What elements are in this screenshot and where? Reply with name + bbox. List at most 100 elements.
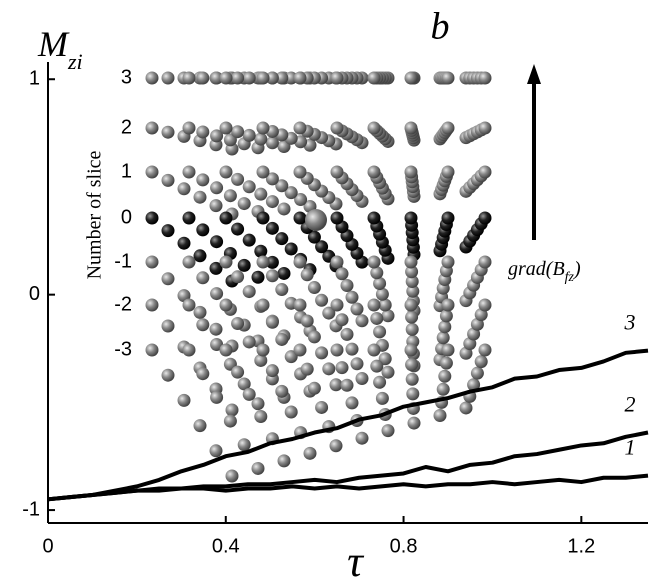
lattice-sphere bbox=[242, 233, 256, 247]
lattice-sphere bbox=[307, 381, 321, 395]
lattice-sphere bbox=[330, 211, 344, 225]
lattice-sphere bbox=[196, 367, 210, 381]
lattice-sphere bbox=[441, 71, 455, 85]
lattice-sphere bbox=[223, 414, 237, 428]
lattice-sphere bbox=[251, 397, 265, 411]
lattice-sphere bbox=[405, 274, 419, 288]
lattice-sphere bbox=[293, 121, 307, 135]
inset-y-label: Number of slice bbox=[84, 150, 106, 279]
arrow-label: grad(Bfz) bbox=[508, 258, 581, 286]
lattice-sphere bbox=[242, 335, 256, 349]
lattice-sphere bbox=[293, 211, 307, 225]
lattice-sphere bbox=[340, 279, 354, 293]
lattice-sphere bbox=[330, 255, 344, 269]
lattice-sphere bbox=[404, 298, 418, 312]
arrow-label-main: grad(B bbox=[508, 258, 565, 280]
lattice-sphere bbox=[322, 362, 336, 376]
lattice-sphere bbox=[404, 71, 418, 85]
lattice-sphere bbox=[209, 261, 223, 275]
lattice-sphere bbox=[330, 121, 344, 135]
lattice-sphere bbox=[315, 240, 329, 254]
lattice-sphere bbox=[265, 136, 279, 150]
lattice-sphere bbox=[196, 71, 210, 85]
lattice-sphere bbox=[182, 121, 196, 135]
lattice-sphere bbox=[370, 359, 384, 373]
lattice-sphere bbox=[237, 197, 251, 211]
y-tick-label: -1 bbox=[22, 498, 40, 520]
lattice-sphere bbox=[303, 446, 317, 460]
lattice-sphere bbox=[375, 391, 389, 405]
lattice-sphere bbox=[467, 378, 481, 392]
lattice-sphere bbox=[433, 409, 447, 423]
lattice-sphere bbox=[254, 187, 268, 201]
lattice-sphere bbox=[256, 211, 270, 225]
lattice-sphere bbox=[367, 121, 381, 135]
series-label: 2 bbox=[625, 392, 636, 417]
lattice-sphere bbox=[231, 172, 245, 186]
lattice-sphere bbox=[459, 401, 473, 415]
lattice-sphere bbox=[373, 277, 387, 291]
y-axis-label: Mzi bbox=[37, 24, 83, 74]
lattice-sphere bbox=[345, 342, 359, 356]
lattice-sphere bbox=[407, 416, 421, 430]
lattice-sphere bbox=[345, 396, 359, 410]
lattice-sphere bbox=[277, 202, 291, 216]
lattice-sphere bbox=[219, 121, 233, 135]
lattice-sphere bbox=[265, 315, 279, 329]
lattice-sphere bbox=[275, 71, 289, 85]
lattice-sphere bbox=[275, 179, 289, 193]
lattice-sphere bbox=[219, 298, 233, 312]
lattice-sphere bbox=[275, 384, 289, 398]
lattice-sphere bbox=[182, 255, 196, 269]
lattice-sphere bbox=[209, 199, 223, 213]
lattice-sphere bbox=[254, 410, 268, 424]
lattice-sphere bbox=[265, 255, 279, 269]
lattice-sphere bbox=[219, 343, 233, 357]
lattice-sphere bbox=[265, 172, 279, 186]
lattice-sphere bbox=[329, 378, 343, 392]
slice-label: -2 bbox=[114, 293, 132, 315]
lattice-sphere bbox=[438, 320, 452, 334]
lattice-sphere bbox=[251, 461, 265, 475]
lattice-sphere bbox=[145, 211, 159, 225]
lattice-sphere bbox=[284, 186, 298, 200]
lattice-sphere bbox=[161, 224, 175, 238]
lattice-sphere bbox=[265, 364, 279, 378]
lattice-sphere bbox=[441, 298, 455, 312]
lattice-sphere bbox=[225, 469, 239, 483]
lattice-sphere bbox=[161, 71, 175, 85]
y-tick-label: 0 bbox=[29, 283, 40, 305]
lattice-sphere bbox=[242, 71, 256, 85]
lattice-sphere bbox=[293, 343, 307, 357]
lattice-sphere bbox=[340, 327, 354, 341]
lattice-sphere bbox=[441, 255, 455, 269]
lattice-sphere bbox=[470, 366, 484, 380]
inset-lattice: 3 2 1 0 -1 -2 -3 bbox=[114, 66, 492, 483]
lattice-sphere bbox=[219, 211, 233, 225]
lattice-sphere bbox=[441, 211, 455, 225]
lattice-sphere bbox=[307, 230, 321, 244]
chart-title: b bbox=[431, 6, 450, 48]
lattice-sphere bbox=[256, 298, 270, 312]
lattice-sphere bbox=[242, 128, 256, 142]
arrow-label-end: ) bbox=[573, 258, 581, 280]
lattice-sphere bbox=[335, 361, 349, 375]
center-sphere bbox=[305, 209, 327, 231]
x-axis-label: τ bbox=[347, 537, 365, 585]
lattice-sphere bbox=[210, 390, 224, 404]
lattice-sphere bbox=[367, 71, 381, 85]
x-tick-label: 0.4 bbox=[212, 535, 240, 557]
lattice-sphere bbox=[193, 419, 207, 433]
lattice-sphere bbox=[196, 318, 210, 332]
lattice-sphere bbox=[161, 272, 175, 286]
lattice-sphere bbox=[330, 165, 344, 179]
lattice-sphere bbox=[322, 306, 336, 320]
lattice-sphere bbox=[441, 121, 455, 135]
lattice-sphere bbox=[275, 332, 289, 346]
x-tick-label: 1.2 bbox=[567, 535, 595, 557]
lattice-sphere bbox=[196, 125, 210, 139]
lattice-sphere bbox=[330, 343, 344, 357]
lattice-sphere bbox=[307, 330, 321, 344]
lattice-sphere bbox=[315, 400, 329, 414]
